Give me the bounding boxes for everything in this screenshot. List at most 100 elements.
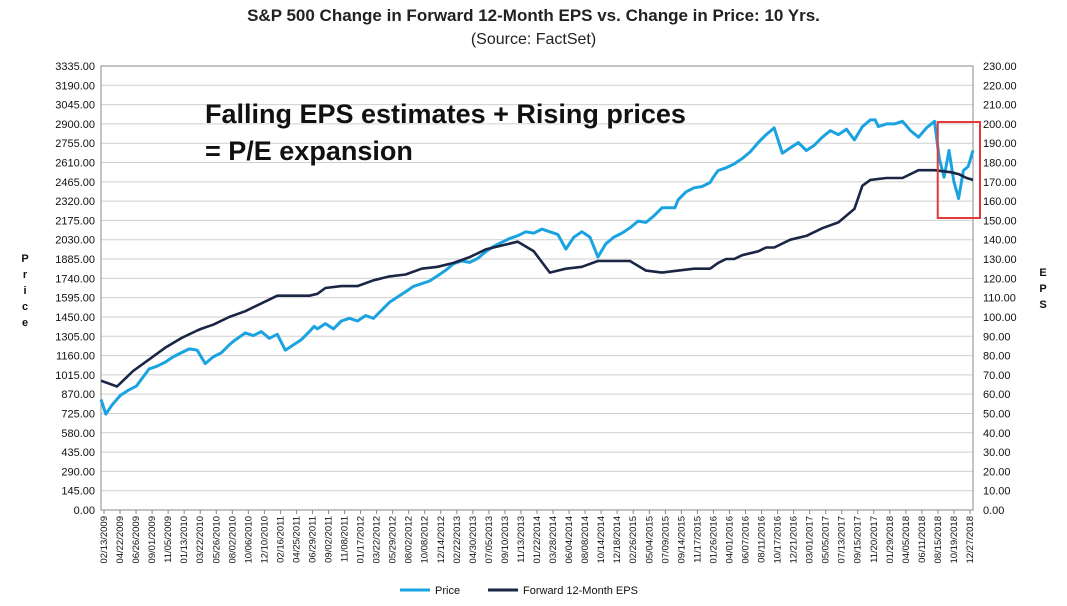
- x-tick-label: 09/02/2011: [324, 516, 335, 563]
- x-tick-label: 01/22/2014: [532, 516, 543, 564]
- right-tick-label: 200.00: [983, 119, 1017, 131]
- left-tick-label: 2175.00: [55, 215, 95, 227]
- x-tick-label: 11/05/2009: [163, 516, 174, 563]
- y-axis-label-left-char: r: [23, 269, 28, 281]
- right-tick-label: 150.00: [983, 215, 1017, 227]
- highlight-box: [936, 121, 981, 219]
- x-tick-label: 11/08/2011: [340, 516, 351, 562]
- y-axis-label-left-char: c: [22, 301, 28, 313]
- x-tick-label: 10/19/2018: [949, 516, 960, 564]
- x-tick-label: 01/29/2018: [885, 516, 896, 564]
- x-tick-label: 12/14/2012: [436, 516, 447, 564]
- x-tick-label: 08/11/2016: [757, 516, 768, 563]
- x-tick-label: 08/02/2012: [404, 516, 415, 564]
- right-tick-label: 160.00: [983, 196, 1017, 208]
- right-axis-ticks: 230.00 220.00 210.00 200.00 190.00 180.00 170.…: [983, 61, 1017, 517]
- x-tick-label: 10/06/2010: [243, 516, 254, 564]
- x-tick-label: 09/01/2009: [147, 516, 158, 564]
- x-tick-label: 01/13/2010: [179, 516, 190, 564]
- x-tick-label: 12/21/2016: [789, 516, 800, 564]
- right-tick-label: 120.00: [983, 273, 1017, 285]
- left-tick-label: 1160.00: [56, 351, 95, 363]
- right-tick-label: 210.00: [983, 100, 1017, 112]
- x-tick-label: 04/22/2009: [115, 516, 126, 564]
- x-tick-label: 06/07/2016: [740, 516, 751, 564]
- left-tick-label: 2610.00: [55, 158, 95, 170]
- right-tick-label: 180.00: [983, 158, 1017, 170]
- series-lines: [99, 118, 975, 416]
- left-tick-label: 1595.00: [55, 293, 95, 305]
- price-line: [99, 118, 975, 416]
- x-tick-label: 03/22/2010: [195, 516, 206, 564]
- x-tick-label: 04/01/2016: [724, 516, 735, 564]
- right-tick-label: 10.00: [983, 486, 1011, 498]
- annotation-line-2: = P/E expansion: [205, 136, 413, 166]
- right-tick-label: 50.00: [983, 408, 1011, 420]
- right-tick-label: 140.00: [983, 235, 1017, 247]
- x-tick-label: 10/08/2012: [420, 516, 431, 564]
- x-tick-label: 11/13/2013: [516, 516, 527, 563]
- left-tick-label: 1885.00: [55, 254, 95, 266]
- x-tick-label: 02/16/2011: [275, 516, 286, 563]
- x-tick-label: 08/15/2018: [933, 516, 944, 564]
- x-tick-label: 04/30/2013: [468, 516, 479, 564]
- left-tick-label: 2030.00: [55, 235, 95, 247]
- right-tick-label: 90.00: [983, 331, 1011, 343]
- x-tick-label: 12/27/2018: [965, 516, 976, 564]
- right-tick-label: 0.00: [983, 505, 1004, 517]
- x-tick-label: 06/04/2014: [564, 516, 575, 564]
- x-tick-label: 05/26/2010: [211, 516, 222, 564]
- legend-label-eps: Forward 12-Month EPS: [523, 585, 638, 597]
- x-tick-label: 08/02/2010: [227, 516, 238, 564]
- y-axis-label-right-char: P: [1039, 283, 1046, 295]
- left-tick-label: 2465.00: [55, 177, 95, 189]
- chart-subtitle: (Source: FactSet): [470, 31, 597, 48]
- left-tick-label: 0.00: [74, 505, 95, 517]
- x-tick-label: 02/26/2015: [628, 516, 639, 564]
- left-tick-label: 2900.00: [55, 119, 95, 131]
- x-tick-label: 07/05/2013: [484, 516, 495, 564]
- legend: Price Forward 12-Month EPS: [400, 585, 638, 597]
- legend-label-price: Price: [435, 585, 460, 597]
- left-tick-label: 1015.00: [55, 370, 95, 382]
- x-tick-label: 05/29/2012: [388, 516, 399, 564]
- y-axis-label-left: Price: [21, 253, 28, 329]
- x-tick-label: 06/26/2009: [131, 516, 142, 564]
- x-tick-label: 12/10/2010: [259, 516, 270, 564]
- x-tick-label: 09/15/2017: [853, 516, 864, 564]
- left-tick-label: 290.00: [61, 466, 95, 478]
- eps-line: [100, 168, 974, 388]
- x-tick-label: 11/17/2015: [692, 516, 703, 563]
- x-tick-label: 01/26/2016: [708, 516, 719, 564]
- left-tick-label: 725.00: [61, 408, 95, 420]
- right-tick-label: 190.00: [983, 138, 1017, 150]
- left-axis-ticks: 3335.00 3190.00 3045.00 2900.00 2755.00 2610.…: [55, 61, 95, 517]
- x-tick-label: 09/14/2015: [676, 516, 687, 564]
- x-tick-label: 02/22/2013: [452, 516, 463, 564]
- y-axis-label-left-char: i: [23, 285, 26, 297]
- x-tick-label: 07/09/2015: [660, 516, 671, 564]
- x-tick-label: 05/04/2015: [644, 516, 655, 564]
- right-tick-label: 30.00: [983, 447, 1011, 459]
- left-tick-label: 3045.00: [55, 100, 95, 112]
- right-tick-label: 20.00: [983, 466, 1011, 478]
- right-tick-label: 130.00: [983, 254, 1017, 266]
- x-tick-label: 02/13/2009: [99, 516, 110, 564]
- left-tick-label: 145.00: [61, 486, 95, 498]
- y-axis-label-right-char: S: [1039, 299, 1046, 311]
- y-axis-label-left-char: e: [22, 317, 28, 329]
- right-tick-label: 40.00: [983, 428, 1011, 440]
- x-tick-label: 05/05/2017: [821, 516, 832, 564]
- plot-border: [100, 65, 974, 511]
- left-tick-label: 435.00: [61, 447, 95, 459]
- left-tick-label: 1450.00: [55, 312, 95, 324]
- x-tick-label: 06/29/2011: [307, 516, 318, 563]
- x-axis-ticks: 02/13/2009 04/22/2009 06/26/2009 09/01/2009…: [99, 510, 976, 564]
- x-tick-label: 11/20/2017: [869, 516, 880, 563]
- right-tick-label: 80.00: [983, 351, 1011, 363]
- left-tick-label: 2320.00: [55, 196, 95, 208]
- x-tick-label: 03/28/2014: [548, 516, 559, 564]
- right-tick-label: 110.00: [983, 293, 1016, 305]
- left-tick-label: 1305.00: [55, 331, 95, 343]
